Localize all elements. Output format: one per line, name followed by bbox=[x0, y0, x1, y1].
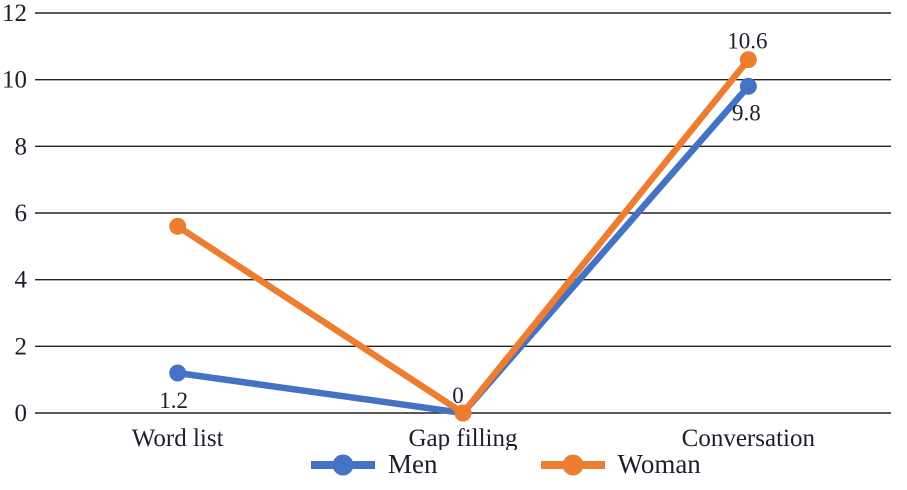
y-tick-label: 8 bbox=[15, 133, 28, 160]
x-category-label: Conversation bbox=[682, 425, 816, 450]
data-label: 9.8 bbox=[732, 100, 761, 125]
x-category-label: Word list bbox=[132, 425, 224, 450]
legend-label: Woman bbox=[617, 449, 701, 479]
y-tick-label: 4 bbox=[15, 267, 28, 294]
series-line-woman bbox=[174, 56, 752, 417]
data-point-marker-woman bbox=[739, 51, 757, 69]
legend-marker-men-icon bbox=[311, 460, 375, 469]
y-tick-label: 2 bbox=[15, 333, 28, 360]
y-tick-label: 6 bbox=[15, 200, 28, 227]
x-category-label: Gap filling bbox=[408, 425, 518, 450]
y-tick-label: 12 bbox=[2, 0, 27, 27]
legend-marker-woman-icon bbox=[540, 460, 605, 469]
plot-area: 0 2 4 6 8 10 12 Word list Gap filling Conversatio… bbox=[2, 0, 891, 452]
y-tick-label: 0 bbox=[15, 400, 28, 427]
legend-item-men: Men bbox=[311, 451, 438, 478]
data-label: 0 bbox=[452, 383, 464, 408]
legend-label: Men bbox=[388, 449, 438, 479]
data-point-marker-woman bbox=[454, 404, 472, 422]
y-tick-label: 10 bbox=[2, 67, 27, 94]
data-point-marker-men bbox=[739, 77, 757, 95]
data-label: 1.2 bbox=[159, 388, 188, 413]
chart-svg: 0 2 4 6 8 10 12 Word list Gap filling Conversatio… bbox=[2, 0, 891, 452]
data-label: 10.6 bbox=[727, 29, 767, 54]
data-point-marker-men bbox=[169, 364, 187, 382]
chart-legend: Men Woman bbox=[311, 451, 701, 478]
legend-item-woman: Woman bbox=[540, 449, 701, 479]
series-line-men bbox=[174, 83, 752, 417]
data-point-marker-woman bbox=[169, 217, 187, 235]
